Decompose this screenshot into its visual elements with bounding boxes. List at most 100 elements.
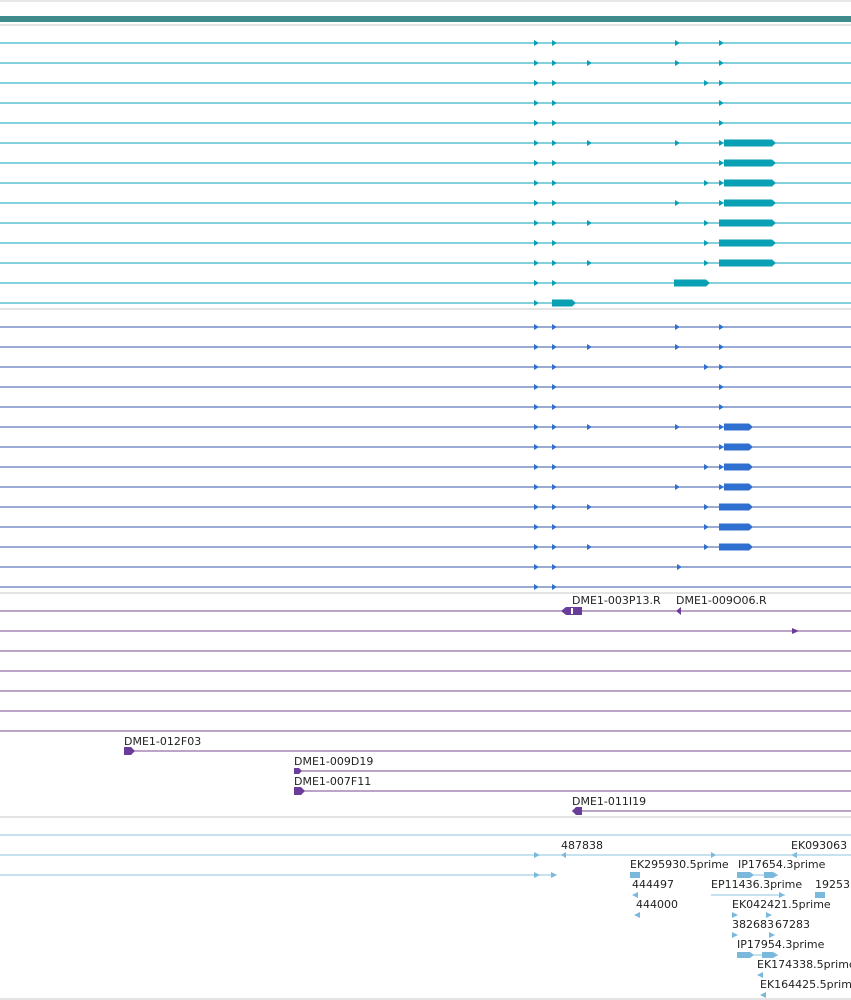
exon-marker[interactable] <box>719 384 724 390</box>
exon-marker[interactable] <box>534 140 539 146</box>
exon-marker[interactable] <box>534 504 539 510</box>
clone-feature[interactable] <box>792 628 799 634</box>
exon-marker[interactable] <box>534 80 539 86</box>
exon-marker[interactable] <box>704 464 709 470</box>
transcript-row[interactable] <box>0 523 851 531</box>
transcript-row[interactable] <box>0 384 851 390</box>
est-367283-feature[interactable] <box>769 932 775 938</box>
transcript-row[interactable] <box>0 279 851 287</box>
est-row[interactable]: 382683 67283 <box>732 918 810 938</box>
est-ip17654-feature[interactable] <box>737 872 754 878</box>
clone-row[interactable]: DME1-011I19 <box>572 795 851 815</box>
transcript-row[interactable] <box>0 100 851 106</box>
exon-marker[interactable] <box>552 484 557 490</box>
exon-marker[interactable] <box>552 584 557 590</box>
exon-marker[interactable] <box>534 564 539 570</box>
exon-marker[interactable] <box>534 384 539 390</box>
exon-marker[interactable] <box>719 160 724 166</box>
coding-exon-block[interactable] <box>724 179 776 187</box>
exon-marker[interactable] <box>552 80 557 86</box>
exon-marker[interactable] <box>552 280 557 286</box>
transcript-row[interactable] <box>0 120 851 126</box>
exon-marker[interactable] <box>719 444 724 450</box>
est-382683-feature[interactable] <box>732 932 738 938</box>
clone-dme1-007f11-feature[interactable] <box>294 787 305 795</box>
exon-marker[interactable] <box>704 180 709 186</box>
exon-marker[interactable] <box>719 120 724 126</box>
exon-marker[interactable] <box>534 60 539 66</box>
exon-marker[interactable] <box>675 140 680 146</box>
exon-marker[interactable] <box>552 220 557 226</box>
coding-exon-block[interactable] <box>719 523 753 531</box>
est-row[interactable]: EK164425.5prime <box>760 978 851 998</box>
clone-alignment-track[interactable]: DME1-003P13.R DME1-009O06.R DME1-012F03 … <box>0 594 851 815</box>
exon-marker[interactable] <box>552 160 557 166</box>
est-ek164425-feature[interactable] <box>760 992 766 998</box>
transcript-row[interactable] <box>0 199 851 207</box>
exon-marker[interactable] <box>677 564 682 570</box>
coding-exon-block[interactable] <box>719 259 776 267</box>
exon-marker[interactable] <box>534 200 539 206</box>
exon-marker[interactable] <box>552 324 557 330</box>
exon-marker[interactable] <box>552 140 557 146</box>
coding-exon-block[interactable] <box>552 299 576 307</box>
exon-marker[interactable] <box>552 60 557 66</box>
exon-marker[interactable] <box>552 180 557 186</box>
exon-marker[interactable] <box>675 484 680 490</box>
exon-marker[interactable] <box>704 364 709 370</box>
exon-marker[interactable] <box>552 544 557 550</box>
clone-row[interactable]: DME1-007F11 <box>294 775 851 795</box>
est-ek042421-feature[interactable] <box>766 912 772 918</box>
clone-row[interactable]: DME1-009D19 <box>294 755 851 774</box>
exon-marker[interactable] <box>534 464 539 470</box>
transcript-row[interactable] <box>0 159 851 167</box>
transcript-row[interactable] <box>0 40 851 46</box>
transcript-row[interactable] <box>0 139 851 147</box>
exon-marker[interactable] <box>719 364 724 370</box>
transcript-row[interactable] <box>0 483 851 491</box>
exon-marker[interactable] <box>552 564 557 570</box>
exon-marker[interactable] <box>587 220 592 226</box>
clone-dme1-009o06-feature[interactable] <box>676 607 681 615</box>
transcript-row[interactable] <box>0 179 851 187</box>
est-row[interactable]: EK295930.5prime IP17654.3prime <box>0 858 826 878</box>
clone-row[interactable]: DME1-003P13.R DME1-009O06.R <box>0 594 851 615</box>
transcript-row[interactable] <box>0 219 851 227</box>
clone-row[interactable] <box>0 628 851 634</box>
exon-marker[interactable] <box>719 100 724 106</box>
transcript-row[interactable] <box>0 324 851 330</box>
exon-marker[interactable] <box>675 200 680 206</box>
transcript-row[interactable] <box>0 259 851 267</box>
coding-exon-block[interactable] <box>724 139 776 147</box>
exon-marker[interactable] <box>534 120 539 126</box>
exon-marker[interactable] <box>534 220 539 226</box>
exon-marker[interactable] <box>534 544 539 550</box>
transcript-row[interactable] <box>0 80 851 86</box>
exon-marker[interactable] <box>675 324 680 330</box>
transcript-row[interactable] <box>0 564 851 570</box>
exon-marker[interactable] <box>704 504 709 510</box>
exon-marker[interactable] <box>719 324 724 330</box>
transcript-row[interactable] <box>0 364 851 370</box>
exon-marker[interactable] <box>587 260 592 266</box>
transcript-row[interactable] <box>0 404 851 410</box>
exon-marker[interactable] <box>534 444 539 450</box>
exon-marker[interactable] <box>534 260 539 266</box>
est-row[interactable]: IP17954.3prime <box>737 938 825 958</box>
exon-marker[interactable] <box>704 80 709 86</box>
coding-exon-block[interactable] <box>724 199 776 207</box>
transcript-track-b[interactable] <box>0 324 851 590</box>
transcript-row[interactable] <box>0 60 851 66</box>
exon-marker[interactable] <box>719 180 724 186</box>
exon-marker[interactable] <box>534 300 539 306</box>
exon-marker[interactable] <box>552 200 557 206</box>
clone-row[interactable]: DME1-012F03 <box>124 735 851 755</box>
est-444497-feature[interactable] <box>632 892 638 898</box>
exon-marker[interactable] <box>552 100 557 106</box>
exon-marker[interactable] <box>719 80 724 86</box>
exon-marker[interactable] <box>534 324 539 330</box>
exon-marker[interactable] <box>552 364 557 370</box>
exon-marker[interactable] <box>534 484 539 490</box>
clone-dme1-011i19-feature[interactable] <box>572 807 582 815</box>
